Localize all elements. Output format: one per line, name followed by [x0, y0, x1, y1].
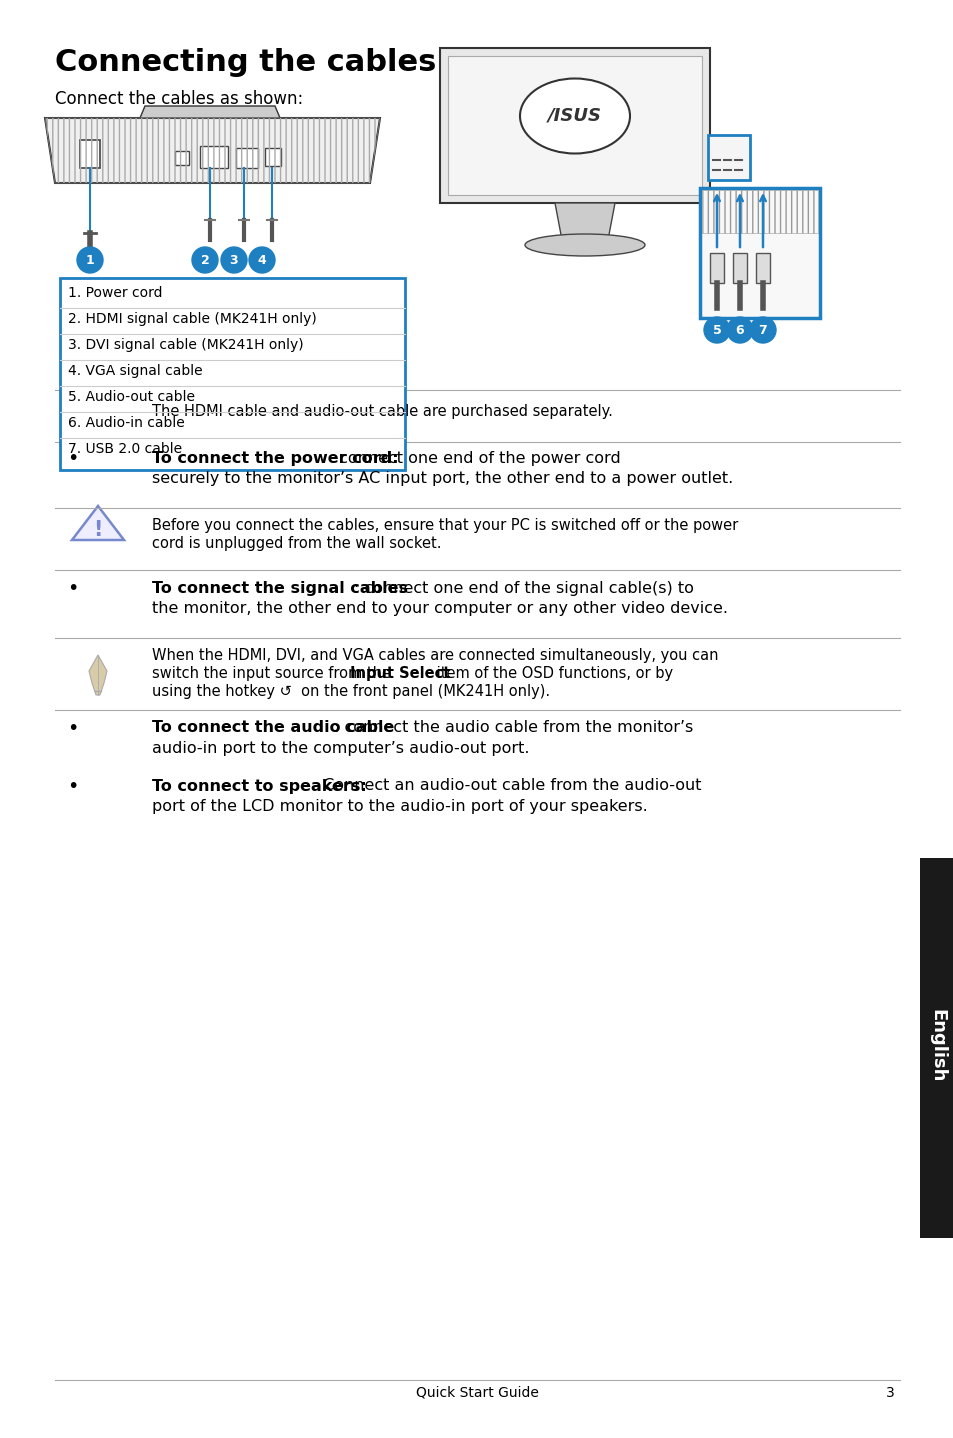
Text: •: •: [68, 449, 78, 467]
Text: using the hotkey ↺  on the front panel (MK241H only).: using the hotkey ↺ on the front panel (M…: [152, 684, 550, 699]
Text: cord is unplugged from the wall socket.: cord is unplugged from the wall socket.: [152, 536, 441, 551]
Text: 4. VGA signal cable: 4. VGA signal cable: [68, 364, 202, 378]
Bar: [200, 147, 228, 168]
Polygon shape: [89, 397, 107, 437]
Text: •: •: [68, 777, 78, 795]
Bar: [174, 151, 189, 165]
Polygon shape: [45, 118, 379, 183]
Bar: [919, 858, 953, 1238]
Text: /ISUS: /ISUS: [547, 106, 601, 125]
Text: 3. DVI signal cable (MK241H only): 3. DVI signal cable (MK241H only): [68, 338, 303, 352]
Bar: [60, 278, 405, 470]
Text: To connect the signal cables: To connect the signal cables: [152, 581, 408, 595]
Bar: [80, 139, 100, 168]
Text: When the HDMI, DVI, and VGA cables are connected simultaneously, you can: When the HDMI, DVI, and VGA cables are c…: [152, 649, 718, 663]
Bar: [732, 253, 746, 283]
Text: 5. Audio-out cable: 5. Audio-out cable: [68, 390, 194, 404]
Text: 6. Audio-in cable: 6. Audio-in cable: [68, 416, 185, 430]
Text: To connect to speakers:: To connect to speakers:: [152, 778, 366, 794]
Text: Connecting the cables: Connecting the cables: [55, 47, 436, 78]
Text: Quick Start Guide: Quick Start Guide: [416, 1386, 537, 1401]
Circle shape: [249, 247, 274, 273]
Text: The HDMI cable and audio-out cable are purchased separately.: The HDMI cable and audio-out cable are p…: [152, 404, 612, 418]
Text: : connect one end of the signal cable(s) to: : connect one end of the signal cable(s)…: [354, 581, 693, 595]
Circle shape: [703, 316, 729, 344]
Circle shape: [749, 316, 775, 344]
Text: •: •: [68, 719, 78, 738]
Text: !: !: [93, 521, 103, 541]
Text: port of the LCD monitor to the audio-in port of your speakers.: port of the LCD monitor to the audio-in …: [152, 798, 647, 814]
Polygon shape: [555, 203, 615, 240]
Text: Input Select: Input Select: [350, 666, 450, 682]
Text: 4: 4: [257, 253, 266, 266]
Text: 3: 3: [230, 253, 238, 266]
Text: 3: 3: [885, 1386, 894, 1401]
Text: •: •: [68, 578, 78, 598]
Bar: [755, 253, 769, 283]
Polygon shape: [71, 506, 124, 541]
Text: To connect the audio cable: To connect the audio cable: [152, 720, 394, 735]
Text: To connect the power cord:: To connect the power cord:: [152, 450, 398, 466]
Text: 1: 1: [86, 253, 94, 266]
Text: : connect the audio cable from the monitor’s: : connect the audio cable from the monit…: [334, 720, 693, 735]
Text: 7. USB 2.0 cable: 7. USB 2.0 cable: [68, 441, 182, 456]
Text: connect one end of the power cord: connect one end of the power cord: [334, 450, 620, 466]
Text: 2: 2: [200, 253, 209, 266]
Text: Connect an audio-out cable from the audio-out: Connect an audio-out cable from the audi…: [317, 778, 700, 794]
Polygon shape: [140, 106, 280, 118]
Circle shape: [77, 247, 103, 273]
Text: audio-in port to the computer’s audio-out port.: audio-in port to the computer’s audio-ou…: [152, 741, 529, 755]
Bar: [701, 190, 817, 233]
Ellipse shape: [524, 234, 644, 256]
Bar: [439, 47, 709, 203]
Text: item of the OSD functions, or by: item of the OSD functions, or by: [431, 666, 672, 682]
Circle shape: [192, 247, 218, 273]
Bar: [700, 188, 820, 318]
Bar: [707, 135, 749, 180]
Bar: [265, 148, 281, 165]
Bar: [709, 253, 723, 283]
Text: Before you connect the cables, ensure that your PC is switched off or the power: Before you connect the cables, ensure th…: [152, 518, 738, 533]
Ellipse shape: [519, 79, 629, 154]
Circle shape: [221, 247, 247, 273]
Text: 5: 5: [712, 324, 720, 336]
Text: English: English: [927, 1009, 945, 1083]
Text: Connect the cables as shown:: Connect the cables as shown:: [55, 91, 303, 108]
Bar: [235, 148, 257, 168]
Text: 7: 7: [758, 324, 766, 336]
Text: the monitor, the other end to your computer or any other video device.: the monitor, the other end to your compu…: [152, 601, 727, 615]
Polygon shape: [89, 654, 107, 695]
Text: 2. HDMI signal cable (MK241H only): 2. HDMI signal cable (MK241H only): [68, 312, 316, 326]
Text: 1. Power cord: 1. Power cord: [68, 286, 162, 301]
Text: securely to the monitor’s AC input port, the other end to a power outlet.: securely to the monitor’s AC input port,…: [152, 470, 733, 486]
Text: switch the input source from the: switch the input source from the: [152, 666, 395, 682]
Text: 6: 6: [735, 324, 743, 336]
Circle shape: [726, 316, 752, 344]
Bar: [448, 56, 701, 196]
